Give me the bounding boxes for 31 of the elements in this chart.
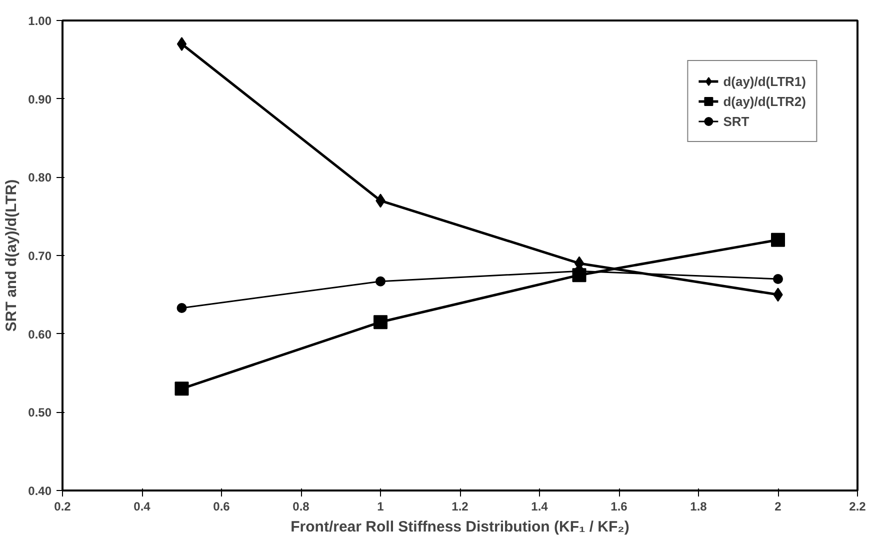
point <box>773 274 783 284</box>
x-tick-label: 1 <box>377 500 384 514</box>
y-tick-label: 0.40 <box>28 484 52 498</box>
y-tick-label: 0.60 <box>28 327 52 342</box>
point <box>176 302 187 313</box>
y-tick-label: 1.00 <box>28 14 52 28</box>
x-tick-label: 2 <box>774 500 782 514</box>
legend-label: d(ay)/d(LTR1) <box>723 74 806 88</box>
legend-label: d(ay)/d(LTR2) <box>723 94 806 108</box>
x-tick-label: 0.6 <box>213 500 230 514</box>
x-tick-label: 0.8 <box>292 500 310 514</box>
point <box>771 232 785 247</box>
x-tick-label: 0.4 <box>134 500 151 514</box>
point <box>174 382 189 396</box>
x-tick-label: 1.6 <box>610 500 628 514</box>
point <box>572 268 586 282</box>
x-tick-label: 1.8 <box>690 500 708 514</box>
y-tick-label: 0.50 <box>28 406 52 420</box>
y-tick-label: 0.90 <box>28 92 52 106</box>
x-tick-label: 2.2 <box>849 500 866 514</box>
legend-label: SRT <box>723 114 750 128</box>
y-tick-label: 0.80 <box>28 170 52 185</box>
y-axis-title: SRT and d(ay)/d(LTR) <box>3 179 20 332</box>
y-tick-label: 0.70 <box>28 249 52 263</box>
point <box>374 315 388 330</box>
x-tick-label: 1.2 <box>452 500 469 514</box>
x-tick-label: 1.4 <box>531 500 548 514</box>
point <box>176 37 187 51</box>
x-tick-label: 0.2 <box>54 500 72 514</box>
point <box>376 276 386 286</box>
x-axis-title: Front/rear Roll Stiffness Distribution (KF₁ / KF₂) <box>290 518 630 536</box>
